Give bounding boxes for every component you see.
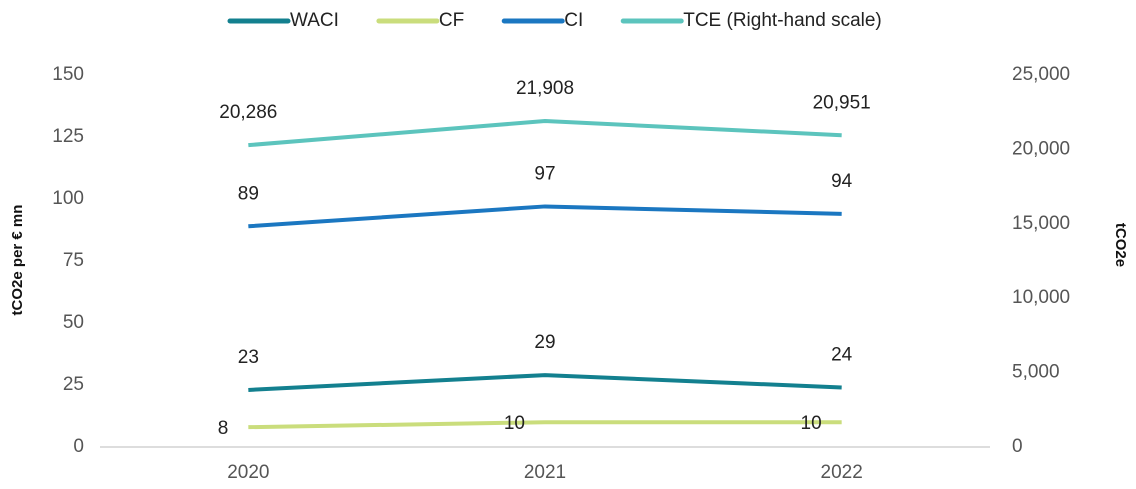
y2-tick-label: 15,000: [1012, 213, 1070, 234]
legend-label: CI: [564, 10, 583, 31]
y2-tick-label: 10,000: [1012, 287, 1070, 308]
x-tick-label: 2020: [227, 462, 269, 483]
y-tick-label: 150: [52, 64, 84, 85]
y-tick-label: 100: [52, 188, 84, 209]
legend-label: CF: [439, 10, 464, 31]
data-label: 89: [238, 183, 259, 204]
data-label: 97: [534, 163, 555, 184]
y2-axis-title: tCO2e: [1112, 223, 1129, 267]
data-label: 20,286: [219, 102, 277, 123]
y-tick-label: 50: [63, 312, 84, 333]
series-line: [248, 373, 842, 392]
y-axis-title: tCO2e per € mn: [9, 205, 26, 316]
data-label: 29: [534, 332, 555, 353]
y2-tick-label: 25,000: [1012, 64, 1070, 85]
y2-tick-label: 0: [1012, 436, 1023, 457]
data-label: 23: [238, 347, 259, 368]
series-line: [248, 119, 842, 148]
data-label: 20,951: [813, 92, 871, 113]
legend-label: WACI: [290, 10, 339, 31]
y-tick-label: 25: [63, 374, 84, 395]
y2-tick-label: 20,000: [1012, 138, 1070, 159]
data-label: 94: [831, 171, 853, 192]
y-tick-label: 0: [73, 436, 84, 457]
data-label: 24: [831, 344, 853, 365]
data-label: 21,908: [516, 78, 574, 99]
y2-tick-label: 5,000: [1012, 362, 1060, 383]
data-label: 8: [218, 418, 229, 439]
y-tick-label: 125: [52, 126, 84, 147]
legend-label: TCE (Right-hand scale): [683, 10, 882, 31]
x-tick-label: 2021: [524, 462, 566, 483]
y-tick-label: 75: [63, 250, 84, 271]
series-line: [248, 204, 842, 229]
data-label: 10: [801, 413, 822, 434]
series-line: [248, 420, 842, 430]
x-tick-label: 2022: [821, 462, 863, 483]
data-label: 10: [504, 413, 525, 434]
